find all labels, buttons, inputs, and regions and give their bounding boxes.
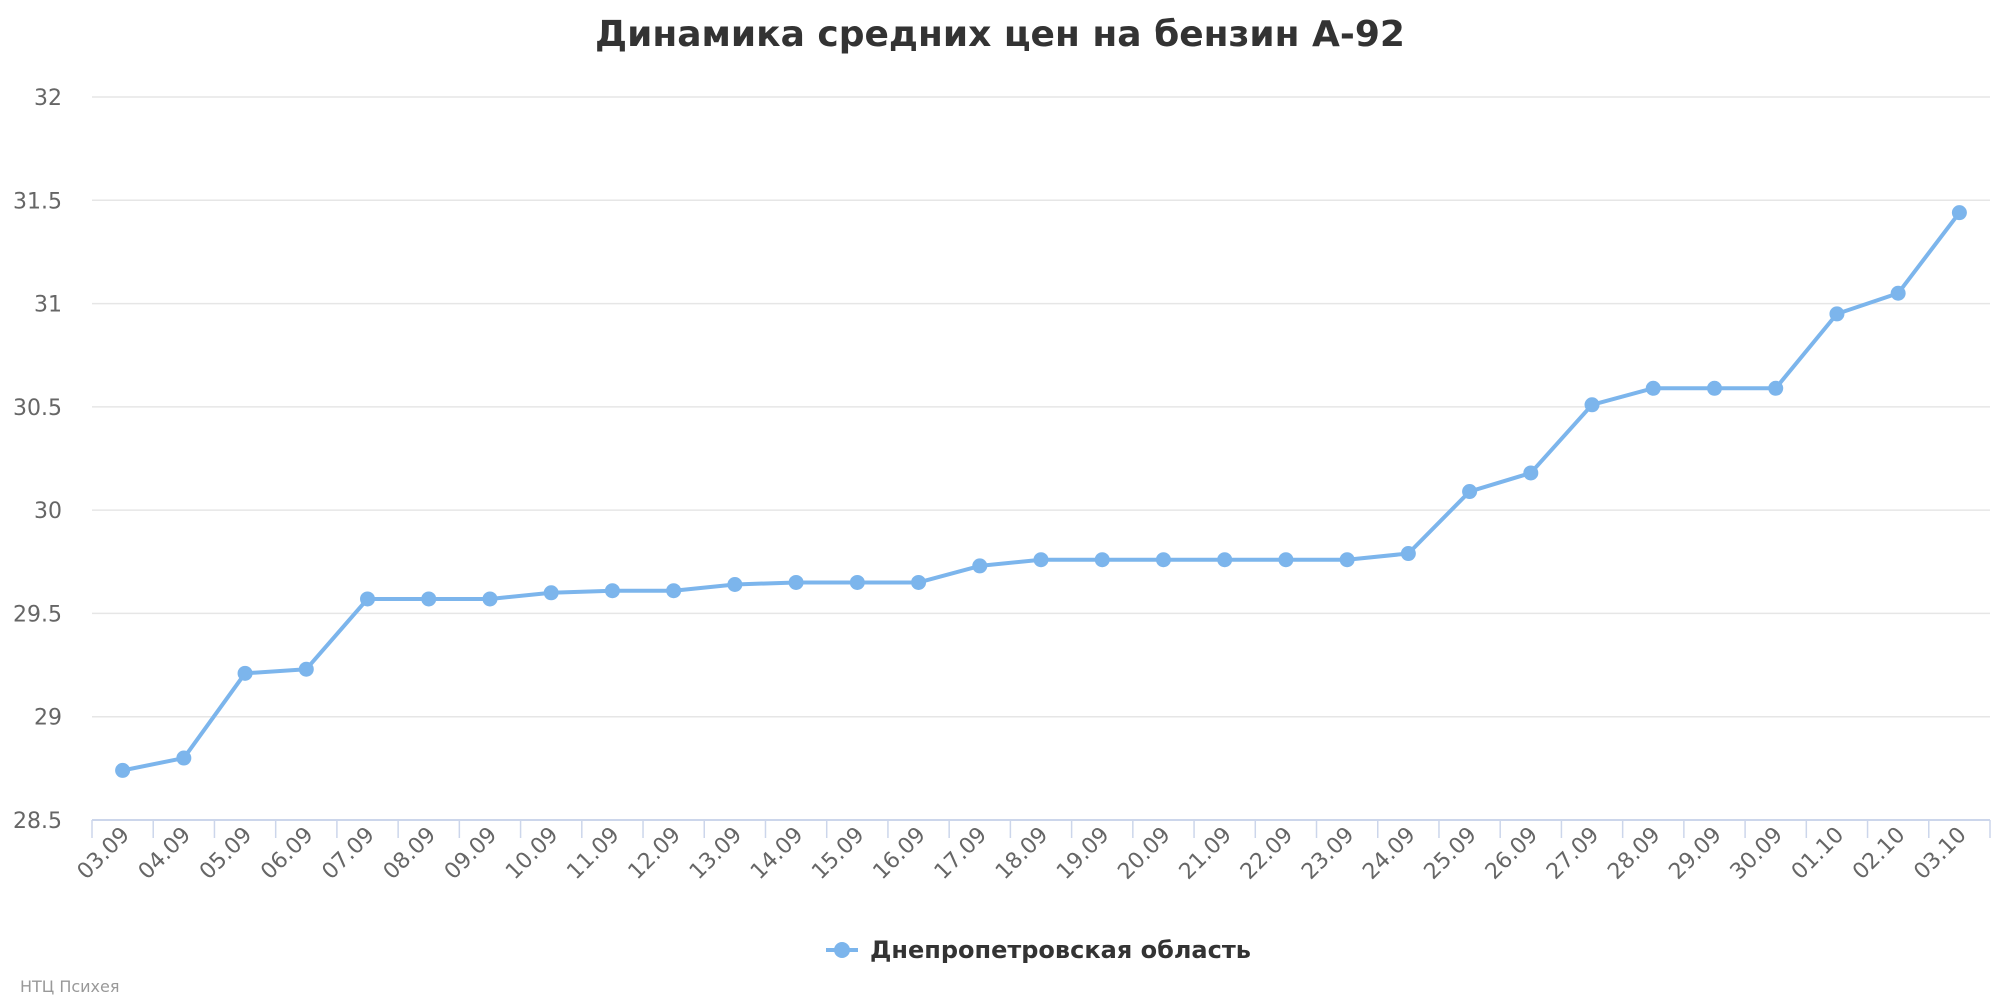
y-tick-label: 30 xyxy=(34,499,62,524)
x-tick-label: 30.09 xyxy=(1726,823,1788,885)
data-point[interactable] xyxy=(1706,380,1722,396)
x-tick-label: 06.09 xyxy=(256,823,318,885)
y-tick-label: 32 xyxy=(34,86,62,111)
legend-dot-marker xyxy=(834,942,850,958)
grid-lines xyxy=(92,96,1990,718)
data-point[interactable] xyxy=(1217,552,1233,568)
x-tick-label: 23.09 xyxy=(1297,823,1359,885)
data-point[interactable] xyxy=(666,583,682,599)
x-tick-label: 02.10 xyxy=(1848,823,1910,885)
data-point[interactable] xyxy=(1462,484,1478,500)
y-tick-label: 28.5 xyxy=(13,809,62,834)
x-tick-label: 16.09 xyxy=(869,823,931,885)
x-axis: 03.09 04.09 05.09 06.09 07.09 08.09 09.09 10.09… xyxy=(73,819,1991,885)
x-tick-label: 08.09 xyxy=(379,823,441,885)
data-point[interactable] xyxy=(788,574,804,590)
x-tick-label: 17.09 xyxy=(930,823,992,885)
data-point[interactable] xyxy=(1890,285,1906,301)
series-group xyxy=(115,205,1967,778)
x-tick-label: 12.09 xyxy=(624,823,686,885)
x-tick-label: 01.10 xyxy=(1787,823,1849,885)
x-tick-label: 03.09 xyxy=(73,823,135,885)
x-tick-label: 14.09 xyxy=(746,823,808,885)
data-point[interactable] xyxy=(482,591,498,607)
y-tick-label: 29.5 xyxy=(13,602,62,627)
x-tick-label: 05.09 xyxy=(195,823,257,885)
x-tick-label: 09.09 xyxy=(440,823,502,885)
x-tick-label: 24.09 xyxy=(1358,823,1420,885)
y-tick-label: 30.5 xyxy=(13,396,62,421)
data-point[interactable] xyxy=(360,591,376,607)
x-tick-label: 21.09 xyxy=(1175,823,1237,885)
x-tick-label: 11.09 xyxy=(562,823,624,885)
data-point[interactable] xyxy=(237,665,253,681)
y-tick-label: 29 xyxy=(34,706,62,731)
data-point[interactable] xyxy=(1951,205,1967,221)
data-point[interactable] xyxy=(1278,552,1294,568)
x-tick-label: 29.09 xyxy=(1665,823,1727,885)
data-point[interactable] xyxy=(911,574,927,590)
data-point[interactable] xyxy=(1155,552,1171,568)
data-point[interactable] xyxy=(727,577,743,593)
data-point[interactable] xyxy=(543,585,559,601)
legend-label[interactable]: Днепропетровская область xyxy=(870,936,1251,964)
data-point[interactable] xyxy=(604,583,620,599)
x-tick-label: 07.09 xyxy=(318,823,380,885)
legend[interactable]: Днепропетровская область xyxy=(826,936,1251,964)
y-tick-label: 31.5 xyxy=(13,189,62,214)
x-tick-label: 28.09 xyxy=(1603,823,1665,885)
x-tick-label: 10.09 xyxy=(501,823,563,885)
x-tick-label: 25.09 xyxy=(1420,823,1482,885)
x-tick-label: 19.09 xyxy=(1052,823,1114,885)
series-line xyxy=(120,210,1962,773)
y-axis-ticks: 28.5 29 29.5 30 30.5 31 31.5 32 xyxy=(13,86,62,834)
data-point[interactable] xyxy=(1768,380,1784,396)
x-tick-label: 18.09 xyxy=(991,823,1053,885)
x-tick-label: 20.09 xyxy=(1113,823,1175,885)
data-point[interactable] xyxy=(1584,397,1600,413)
x-tick-label: 13.09 xyxy=(685,823,747,885)
data-point[interactable] xyxy=(115,762,131,778)
data-point[interactable] xyxy=(298,661,314,677)
x-tick-label: 03.10 xyxy=(1909,823,1971,885)
data-point[interactable] xyxy=(1094,552,1110,568)
data-point[interactable] xyxy=(421,591,437,607)
x-tick-label: 27.09 xyxy=(1542,823,1604,885)
data-point[interactable] xyxy=(1339,552,1355,568)
x-tick-label: 15.09 xyxy=(807,823,869,885)
credits-text[interactable]: НТЦ Психея xyxy=(20,977,119,996)
x-tick-label: 22.09 xyxy=(1236,823,1298,885)
data-point[interactable] xyxy=(1400,546,1416,562)
data-point[interactable] xyxy=(176,750,192,766)
x-tick-label: 26.09 xyxy=(1481,823,1543,885)
data-point[interactable] xyxy=(849,574,865,590)
data-point[interactable] xyxy=(1523,465,1539,481)
chart-title: Динамика средних цен на бензин А-92 xyxy=(595,14,1405,55)
data-point[interactable] xyxy=(1645,380,1661,396)
y-tick-label: 31 xyxy=(34,293,62,318)
x-tick-label: 04.09 xyxy=(134,823,196,885)
data-point[interactable] xyxy=(1829,306,1845,322)
data-point[interactable] xyxy=(972,558,988,574)
data-point[interactable] xyxy=(1033,552,1049,568)
